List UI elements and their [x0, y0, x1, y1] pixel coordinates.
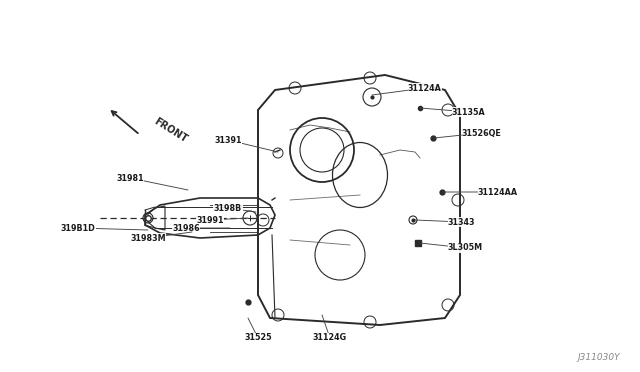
Text: 31986: 31986 [172, 224, 230, 232]
Text: 3L305M: 3L305M [420, 243, 483, 253]
Text: 31124A: 31124A [372, 83, 442, 95]
Text: 31124G: 31124G [313, 315, 347, 343]
Text: J311030Y: J311030Y [577, 353, 620, 362]
Text: 31526QE: 31526QE [434, 128, 502, 138]
Text: FRONT: FRONT [152, 116, 189, 144]
Text: 3198B: 3198B [214, 203, 256, 212]
Text: 31981: 31981 [116, 173, 188, 190]
Text: 31991: 31991 [196, 215, 248, 224]
Text: 319B1D: 319B1D [61, 224, 148, 232]
Text: 31124AA: 31124AA [443, 187, 518, 196]
Text: 31391: 31391 [214, 135, 278, 152]
Text: 31983M: 31983M [130, 232, 192, 243]
Text: 31525: 31525 [244, 318, 272, 343]
Text: 31343: 31343 [415, 218, 476, 227]
Text: 31135A: 31135A [420, 108, 486, 116]
